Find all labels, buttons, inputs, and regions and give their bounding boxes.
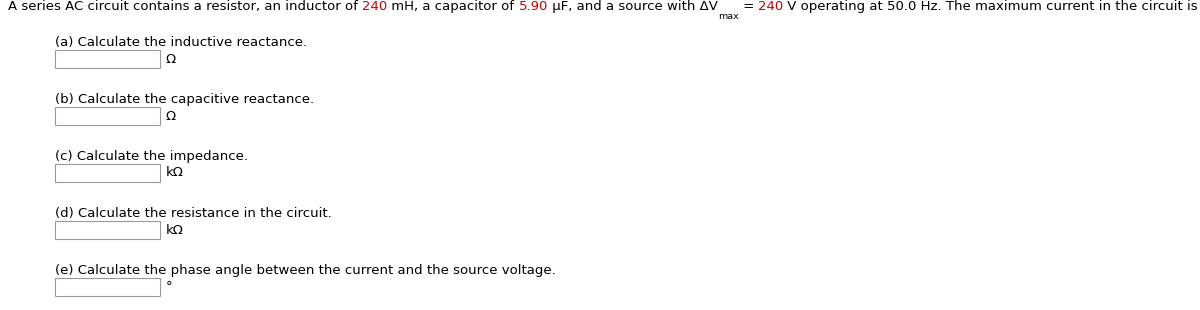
Text: (e) Calculate the phase angle between the current and the source voltage.: (e) Calculate the phase angle between th… <box>55 264 556 277</box>
Text: °: ° <box>166 281 173 294</box>
Text: Ω: Ω <box>166 52 176 65</box>
Text: =: = <box>739 0 758 13</box>
Text: max: max <box>718 12 739 21</box>
FancyBboxPatch shape <box>55 278 160 296</box>
Text: (a) Calculate the inductive reactance.: (a) Calculate the inductive reactance. <box>55 36 307 49</box>
Text: (d) Calculate the resistance in the circuit.: (d) Calculate the resistance in the circ… <box>55 207 331 220</box>
Text: μF, and a source with ΔV: μF, and a source with ΔV <box>548 0 718 13</box>
Text: (c) Calculate the impedance.: (c) Calculate the impedance. <box>55 150 248 163</box>
FancyBboxPatch shape <box>55 107 160 125</box>
Text: 240: 240 <box>758 0 784 13</box>
Text: 240: 240 <box>362 0 388 13</box>
Text: 5.90: 5.90 <box>518 0 548 13</box>
FancyBboxPatch shape <box>55 221 160 239</box>
Text: Ω: Ω <box>166 109 176 122</box>
Text: V operating at 50.0 Hz. The maximum current in the circuit is: V operating at 50.0 Hz. The maximum curr… <box>784 0 1200 13</box>
FancyBboxPatch shape <box>55 164 160 182</box>
Text: kΩ: kΩ <box>166 166 184 179</box>
FancyBboxPatch shape <box>55 50 160 68</box>
Text: mH, a capacitor of: mH, a capacitor of <box>388 0 518 13</box>
Text: kΩ: kΩ <box>166 224 184 237</box>
Text: (b) Calculate the capacitive reactance.: (b) Calculate the capacitive reactance. <box>55 93 314 106</box>
Text: A series AC circuit contains a resistor, an inductor of: A series AC circuit contains a resistor,… <box>8 0 362 13</box>
